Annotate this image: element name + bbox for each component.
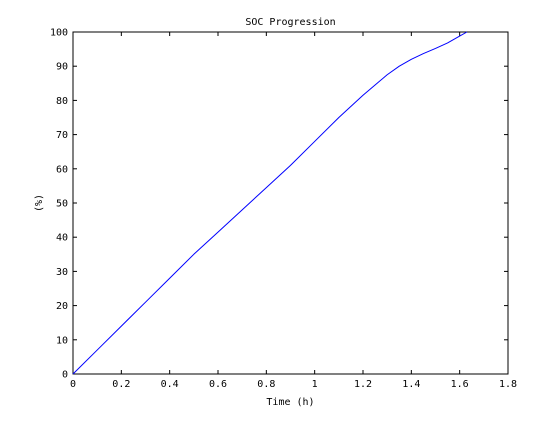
y-tick-label: 20 [56, 301, 68, 312]
data-series [72, 31, 468, 375]
x-axis-label: Time (h) [266, 397, 314, 408]
y-tick-label: 50 [56, 199, 68, 210]
x-tick-label: 1.6 [451, 379, 469, 390]
chart-title: SOC Progression [245, 17, 335, 28]
axis-ticks: 0 0.2 0.4 0.6 0.8 1 1.2 1.4 1.6 1.8 0 10 20 30 40 50 60 7… [50, 28, 517, 391]
x-tick-label: 0.2 [112, 379, 130, 390]
y-axis-label: (%) [34, 194, 45, 212]
x-tick-label: 1.4 [402, 379, 420, 390]
x-tick-label: 0 [70, 379, 76, 390]
y-tick-label: 10 [56, 335, 68, 346]
y-tick-label: 40 [56, 233, 68, 244]
y-tick-label: 30 [56, 267, 68, 278]
y-tick-label: 70 [56, 130, 68, 141]
plot-area [72, 31, 509, 375]
y-tick-label: 90 [56, 62, 68, 73]
x-tick-label: 1.2 [354, 379, 372, 390]
x-tick-label: 1 [312, 379, 318, 390]
x-tick-label: 0.4 [161, 379, 179, 390]
y-tick-label: 0 [62, 370, 68, 381]
y-tick-label: 80 [56, 96, 68, 107]
y-tick-label: 100 [50, 28, 68, 39]
soc-series-line [72, 31, 468, 375]
x-tick-label: 0.8 [257, 379, 275, 390]
y-tick-label: 60 [56, 164, 68, 175]
x-tick-label: 1.8 [499, 379, 517, 390]
x-tick-label: 0.6 [209, 379, 227, 390]
